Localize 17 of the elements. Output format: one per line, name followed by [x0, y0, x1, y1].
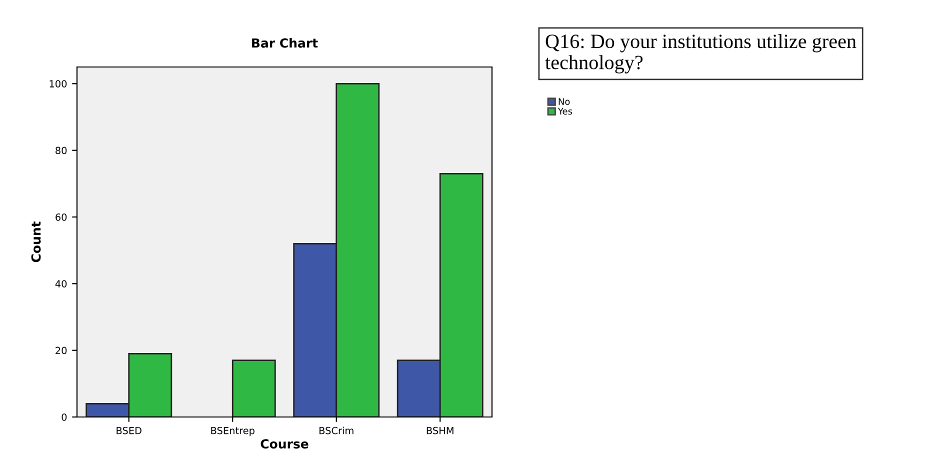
bar	[232, 360, 276, 417]
x-tick-label: BSED	[116, 426, 142, 434]
y-tick-label: 60	[56, 213, 67, 221]
x-tick-label: BSEntrep	[211, 426, 254, 436]
x-tick-label: BSHM	[426, 426, 454, 434]
y-tick-label: 20	[56, 346, 67, 354]
chart-title: Bar Chart	[252, 38, 318, 48]
legend-title: Q16: Do your institutions utilize green technology?	[545, 34, 856, 74]
legend-label: No	[558, 98, 570, 105]
x-tick-label: BSCrim	[320, 426, 354, 434]
y-tick-label: 100	[50, 80, 67, 88]
y-tick-label: 40	[55, 280, 67, 288]
legend-label: Yes	[558, 108, 572, 115]
y-axis-title: Count	[31, 222, 41, 262]
y-tick-label: 0	[62, 413, 67, 421]
x-axis-title: Course	[260, 439, 308, 449]
y-tick-label: 80	[56, 146, 67, 154]
